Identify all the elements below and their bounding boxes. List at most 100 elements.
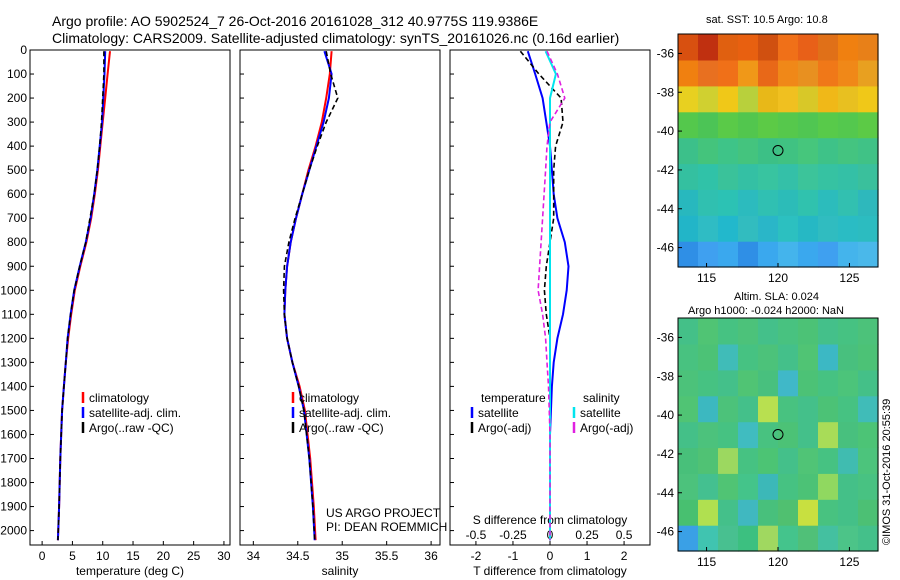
x-axis-label: T difference from climatology bbox=[473, 564, 627, 578]
x-tick-label: 120 bbox=[768, 555, 788, 569]
x-tick-label: 2 bbox=[621, 549, 628, 563]
map-cell bbox=[778, 34, 799, 61]
y-tick-label: 800 bbox=[7, 235, 27, 249]
map-cell bbox=[838, 163, 859, 190]
map-cell bbox=[818, 318, 839, 345]
map-cell bbox=[818, 343, 839, 371]
map-cell bbox=[738, 447, 759, 474]
x-tick-label: 0 bbox=[39, 549, 46, 563]
map-cell bbox=[778, 241, 799, 268]
map-cell bbox=[858, 85, 879, 113]
map-cell bbox=[778, 59, 799, 87]
map-cell bbox=[698, 421, 719, 449]
y-tick-label: -36 bbox=[657, 330, 675, 344]
map-cell bbox=[738, 215, 759, 242]
y-tick-label: 700 bbox=[7, 211, 27, 225]
map-cell bbox=[718, 318, 739, 345]
map-cell bbox=[678, 395, 699, 423]
map-cell bbox=[858, 111, 879, 139]
map-cell bbox=[778, 318, 799, 345]
profile-panel-2: 34 34.5 35 35.5 36 salinity climatologysatelli… bbox=[239, 49, 447, 578]
map-cell bbox=[678, 189, 699, 216]
map-cell bbox=[778, 473, 799, 500]
legend-label: Argo(-adj) bbox=[478, 421, 531, 435]
top-tick-label: 0.5 bbox=[616, 528, 633, 542]
map-cell bbox=[798, 525, 819, 552]
map-cell bbox=[858, 473, 879, 500]
map-cell bbox=[698, 241, 719, 268]
y-tick-label: 2000 bbox=[0, 524, 27, 538]
x-tick-label: 120 bbox=[768, 271, 788, 285]
map-cell bbox=[718, 215, 739, 242]
map-cell bbox=[818, 395, 839, 423]
map-cell bbox=[858, 343, 879, 371]
map-cell bbox=[678, 111, 699, 139]
legend-label: satellite bbox=[478, 406, 519, 420]
map-cell bbox=[718, 189, 739, 216]
x-tick-label: 15 bbox=[126, 549, 140, 563]
s-argo-line bbox=[537, 50, 566, 541]
map-cell bbox=[778, 369, 799, 397]
s-satellite-line bbox=[544, 50, 557, 541]
map-cell bbox=[758, 163, 779, 190]
map-cell bbox=[678, 343, 699, 371]
map-cell bbox=[818, 369, 839, 397]
map-cell bbox=[678, 215, 699, 242]
map-cell bbox=[718, 59, 739, 87]
map-cell bbox=[678, 499, 699, 526]
map-cell bbox=[818, 241, 839, 268]
map-cell bbox=[738, 137, 759, 165]
y-tick-label: 1300 bbox=[0, 355, 27, 369]
y-tick-label: 400 bbox=[7, 139, 27, 153]
map-cell bbox=[698, 525, 719, 552]
legend-label: temperature bbox=[481, 391, 546, 405]
y-tick-label: 1800 bbox=[0, 476, 27, 490]
map-cell bbox=[698, 111, 719, 139]
legend-label: climatology bbox=[89, 391, 149, 405]
map-cell bbox=[798, 137, 819, 165]
sla-map: 115 120 125 -36 -38 -40 -42 -44 -46 bbox=[657, 317, 879, 569]
x-tick-label: 25 bbox=[187, 549, 201, 563]
y-tick-label: -40 bbox=[657, 408, 675, 422]
map-cell bbox=[718, 447, 739, 474]
map-cell bbox=[778, 447, 799, 474]
x-tick-label: 0 bbox=[547, 549, 554, 563]
map-cell bbox=[798, 85, 819, 113]
map-cell bbox=[778, 111, 799, 139]
map-cell bbox=[798, 59, 819, 87]
map-cell bbox=[778, 343, 799, 371]
map-cell bbox=[858, 318, 879, 345]
map-cell bbox=[718, 343, 739, 371]
sst-map: 115 120 125 -36 -38 -40 -42 -44 -46 bbox=[657, 33, 879, 285]
map-cell bbox=[678, 34, 699, 61]
map-cell bbox=[858, 137, 879, 165]
map-cell bbox=[758, 59, 779, 87]
map-cell bbox=[718, 525, 739, 552]
map-cell bbox=[858, 447, 879, 474]
map-cell bbox=[758, 85, 779, 113]
map-cell bbox=[718, 163, 739, 190]
x-tick-label: 35 bbox=[336, 549, 350, 563]
profile-panel-1: 0100200300400500600700800900100011001200… bbox=[0, 43, 231, 578]
map-cell bbox=[698, 499, 719, 526]
map-cell bbox=[818, 421, 839, 449]
map-cell bbox=[678, 473, 699, 500]
x-tick-label: 30 bbox=[217, 549, 231, 563]
y-tick-label: -44 bbox=[657, 486, 675, 500]
map-cell bbox=[678, 318, 699, 345]
map-cell bbox=[738, 421, 759, 449]
y-tick-label: 200 bbox=[7, 91, 27, 105]
map-cell bbox=[738, 59, 759, 87]
legend-label: Argo(..raw -QC) bbox=[299, 421, 384, 435]
x-tick-label: -1 bbox=[508, 549, 519, 563]
y-tick-label: 1900 bbox=[0, 500, 27, 514]
map-cell bbox=[678, 447, 699, 474]
x-tick-label: -2 bbox=[471, 549, 482, 563]
series-line-argo-raw-qc bbox=[57, 51, 105, 541]
panel-frame bbox=[239, 49, 441, 546]
sst-map-title: sat. SST: 10.5 Argo: 10.8 bbox=[706, 14, 828, 26]
map-cell bbox=[758, 525, 779, 552]
y-tick-label: 1100 bbox=[1, 307, 27, 321]
map-cell bbox=[818, 473, 839, 500]
map-cell bbox=[858, 499, 879, 526]
